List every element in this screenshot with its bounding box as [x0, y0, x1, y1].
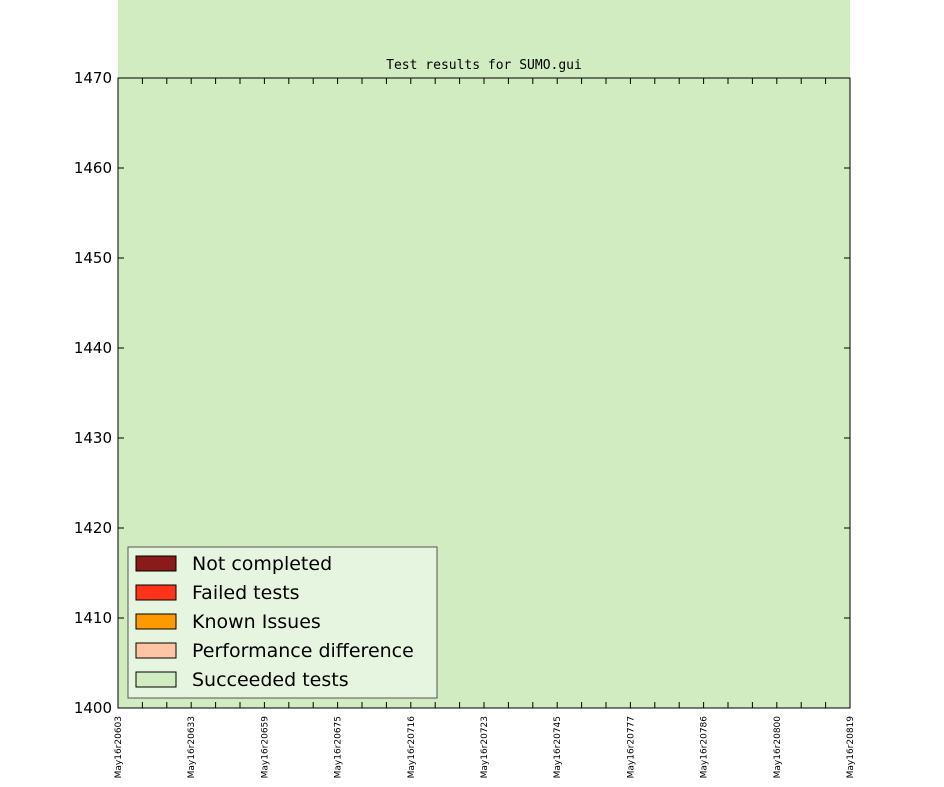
- y-axis: 1400 1410 1420 1430 1440 1450 1460 1470: [74, 69, 850, 717]
- x-tick-label: May16r20659: [260, 716, 270, 779]
- legend: Not completed Failed tests Known Issues Per…: [127, 546, 438, 699]
- legend-swatch: [135, 613, 177, 630]
- legend-swatch: [135, 642, 177, 659]
- area-succeeded-tests: [118, 0, 850, 708]
- y-tick-label: 1450: [74, 249, 112, 267]
- x-tick-label: May16r20786: [700, 716, 710, 779]
- y-tick-label: 1430: [74, 429, 112, 447]
- y-tick-label: 1400: [74, 699, 112, 717]
- y-tick-label: 1440: [74, 339, 112, 357]
- area-layers: [118, 0, 850, 708]
- legend-label: Known Issues: [192, 611, 321, 633]
- x-tick-label: May16r20800: [773, 716, 783, 779]
- legend-box: [127, 546, 438, 699]
- y-tick-label: 1420: [74, 519, 112, 537]
- x-tick-label: May16r20723: [480, 716, 490, 778]
- x-tick-label: May16r20675: [334, 716, 344, 778]
- x-tick-label: May16r20745: [553, 716, 563, 778]
- y-tick-label: 1460: [74, 159, 112, 177]
- legend-label: Succeeded tests: [192, 669, 349, 691]
- legend-swatch: [135, 555, 177, 572]
- x-tick-label: May16r20716: [407, 716, 417, 779]
- y-tick-label: 1410: [74, 609, 112, 627]
- x-axis: May16r20603 May16r20633 May16r20659 May16r2…: [114, 78, 856, 778]
- chart-title: Test results for SUMO.gui: [386, 58, 582, 73]
- legend-swatch: [135, 584, 177, 601]
- legend-swatch: [135, 671, 177, 688]
- x-tick-label: May16r20819: [846, 716, 856, 779]
- legend-label: Performance difference: [192, 640, 414, 662]
- x-tick-label: May16r20633: [187, 716, 197, 778]
- x-tick-label: May16r20603: [114, 716, 124, 778]
- legend-label: Not completed: [192, 553, 332, 575]
- y-tick-label: 1470: [74, 69, 112, 87]
- x-tick-label: May16r20777: [626, 716, 636, 778]
- legend-label: Failed tests: [192, 582, 300, 604]
